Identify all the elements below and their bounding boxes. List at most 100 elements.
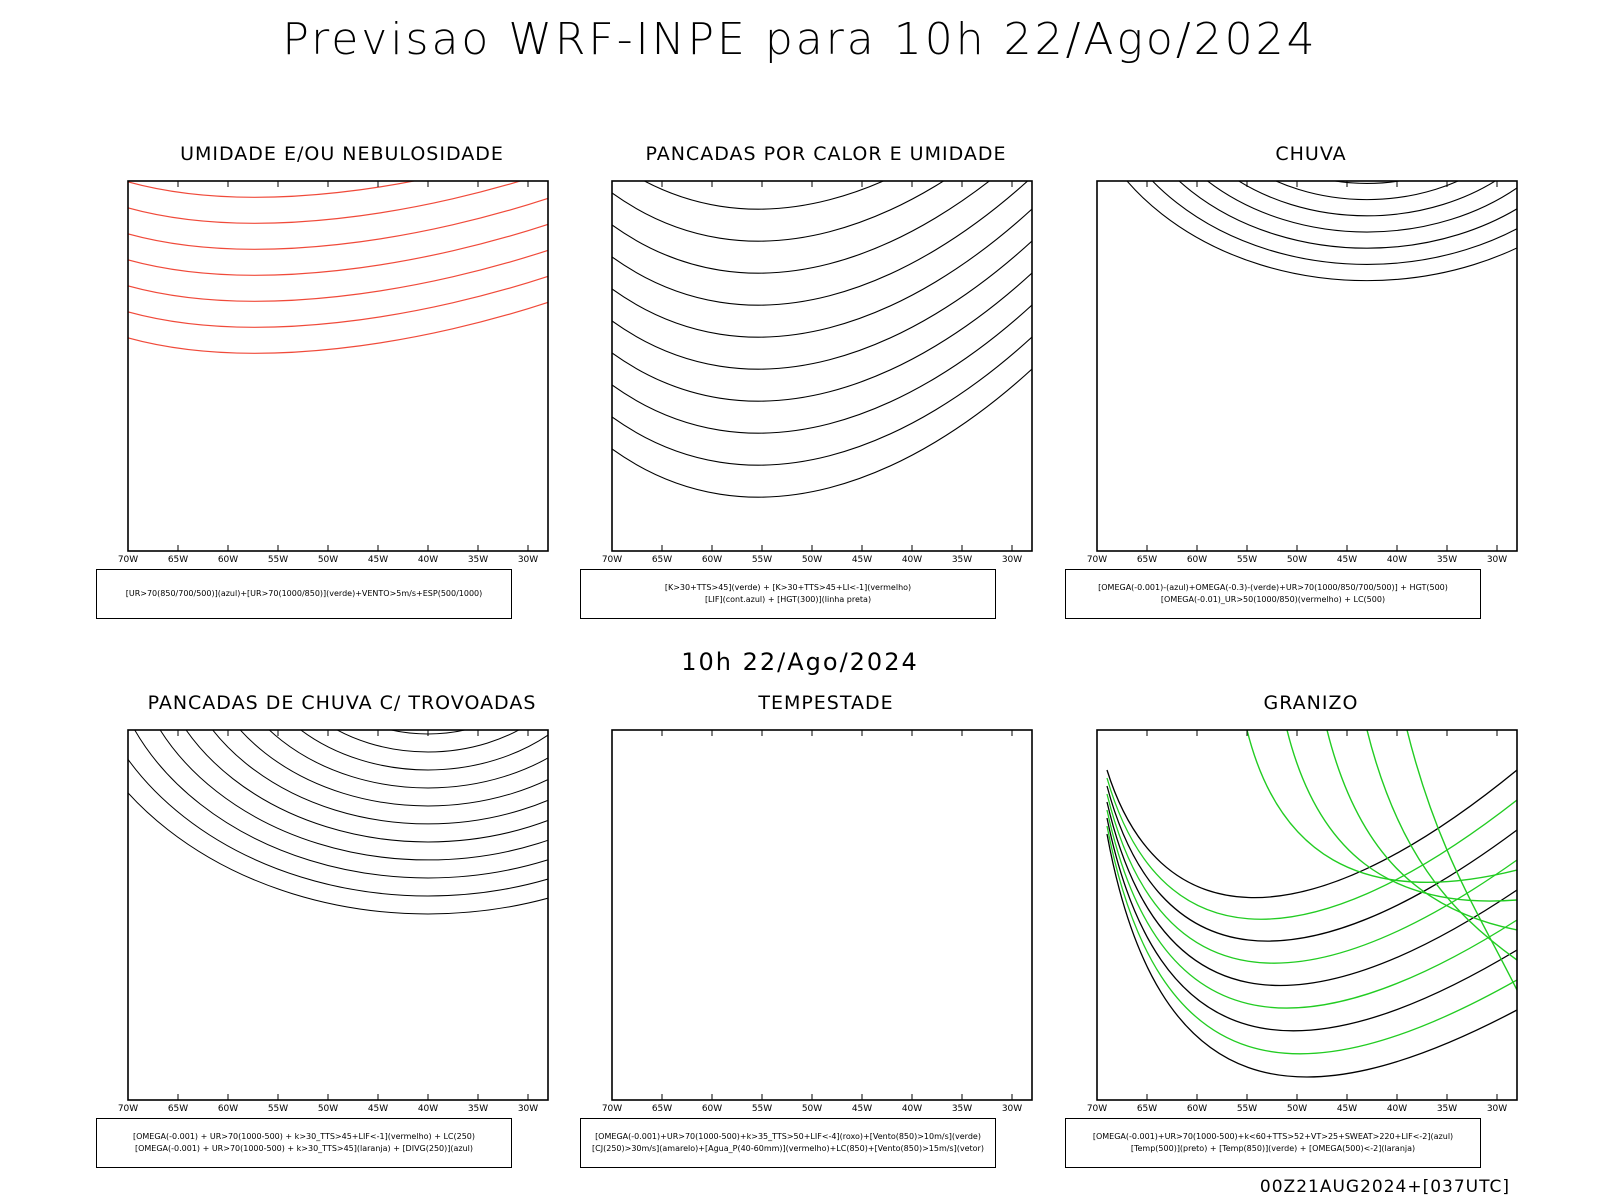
lon-tick-label: 30W: [518, 1104, 538, 1114]
map-frame: 12S15S18S21S24S27S30S33S36S39S42S70W65W6…: [1087, 180, 1518, 565]
legend-line: [OMEGA(-0.001)+UR>70(1000-500)+k<60+TTS>…: [1092, 1132, 1454, 1141]
legend-chuva: [OMEGA(-0.001)-(azul)+OMEGA(-0.3)-(verde…: [1065, 569, 1481, 619]
lon-tick-label: 45W: [368, 555, 388, 565]
lon-tick-label: 30W: [1487, 555, 1507, 565]
lon-tick-label: 60W: [702, 1104, 722, 1114]
legend-line: [OMEGA(-0.01)_UR>50(1000/850)(vermelho) …: [1160, 595, 1386, 604]
lon-tick-label: 55W: [268, 1104, 288, 1114]
lon-tick-label: 35W: [952, 555, 972, 565]
lon-tick-label: 55W: [752, 555, 772, 565]
hgt500-contours: [1126, 181, 1517, 282]
lon-tick-label: 65W: [1137, 555, 1157, 565]
lon-tick-label: 60W: [1187, 1104, 1207, 1114]
lon-tick-label: 70W: [118, 555, 138, 565]
lon-tick-label: 45W: [368, 1104, 388, 1114]
run-timestamp: 00Z21AUG2024+[037UTC]: [1259, 1177, 1510, 1197]
lon-tick-label: 55W: [1237, 555, 1257, 565]
lon-tick-label: 50W: [802, 555, 822, 565]
legend-line: [K>30+TTS>45](verde) + [K>30+TTS>45+LI<-…: [664, 583, 912, 592]
map-content: 1012101210161020102010241028102010161012…: [128, 181, 548, 551]
lon-tick-label: 30W: [1002, 555, 1022, 565]
political-boundaries: [1410, 181, 1412, 182]
lon-tick-label: 60W: [702, 555, 722, 565]
panel-pancadas-calor: PANCADAS POR CALOR E UMIDADE 96809680968…: [576, 143, 1076, 653]
lon-tick-label: 60W: [1187, 555, 1207, 565]
hgt300-contours: [612, 181, 1032, 498]
lon-tick-label: 55W: [268, 555, 288, 565]
legend-line: [OMEGA(-0.001)+UR>70(1000-500)+k>35_TTS>…: [595, 1132, 981, 1141]
panel-title: TEMPESTADE: [758, 692, 894, 714]
legend-line: [OMEGA(-0.001)-(azul)+OMEGA(-0.3)-(verde…: [1098, 583, 1448, 592]
map-frame: 12S15S18S21S24S27S30S33S36S39S42S70W65W6…: [602, 180, 1033, 565]
map-content: [612, 730, 1032, 1100]
panel-chuva: CHUVA 5885855825795765735705675645615585…: [1061, 143, 1561, 653]
lon-tick-label: 50W: [1287, 555, 1307, 565]
lon-tick-label: 40W: [418, 555, 438, 565]
lon-tick-label: 30W: [518, 555, 538, 565]
political-boundaries: [441, 730, 443, 731]
panel-title: PANCADAS DE CHUVA C/ TROVOADAS: [147, 692, 537, 714]
contour-label: 9600: [922, 173, 942, 174]
lon-tick-label: 65W: [652, 555, 672, 565]
map-content: -3-6-12-12-15-18-21-12-15-18-21-24-15: [1097, 730, 1517, 1100]
lon-tick-label: 30W: [1002, 1104, 1022, 1114]
legend-line: [UR>70(850/700/500)](azul)+[UR>70(1000/8…: [125, 589, 483, 598]
lon-tick-label: 40W: [1387, 555, 1407, 565]
legend-pancadas-calor: [K>30+TTS>45](verde) + [K>30+TTS>45+LI<-…: [580, 569, 996, 619]
legend-line: [LIF](cont.azul) + [HGT(300)](linha pret…: [704, 595, 872, 604]
lon-tick-label: 60W: [218, 555, 238, 565]
map-frame: 12S15S18S21S24S27S30S33S36S39S42S70W65W6…: [118, 729, 549, 1114]
political-boundaries: [925, 181, 927, 182]
forecast-time: 10h 22/Ago/2024: [681, 648, 919, 676]
map-trovoadas: 12S15S18S21S24S27S30S33S36S39S42S70W65W6…: [118, 729, 549, 1114]
lon-tick-label: 35W: [1437, 1104, 1457, 1114]
streamlines-250: [128, 730, 548, 915]
lon-tick-label: 40W: [418, 1104, 438, 1114]
lon-tick-label: 40W: [902, 555, 922, 565]
political-boundaries: [1410, 730, 1412, 731]
humidity-fields: [128, 181, 548, 354]
map-frame: 12S15S18S21S24S27S30S33S36S39S42S70W65W6…: [602, 729, 1033, 1114]
legend-trovoadas: [OMEGA(-0.001) + UR>70(1000-500) + k>30_…: [96, 1118, 512, 1168]
lon-tick-label: 35W: [468, 555, 488, 565]
lon-tick-label: 35W: [1437, 555, 1457, 565]
lon-tick-label: 50W: [318, 555, 338, 565]
lon-tick-label: 70W: [602, 1104, 622, 1114]
panel-title: PANCADAS POR CALOR E UMIDADE: [645, 143, 1007, 165]
lon-tick-label: 45W: [852, 1104, 872, 1114]
lon-tick-label: 45W: [1337, 1104, 1357, 1114]
political-boundaries: [441, 181, 443, 182]
map-umidade: 1012101210161020102010241028102010161012…: [118, 180, 549, 565]
map-chuva: 5885855825795765735705675645615585555525…: [1087, 180, 1518, 565]
legend-line: [OMEGA(-0.001) + UR>70(1000-500) + k>30_…: [132, 1132, 476, 1141]
lon-tick-label: 55W: [1237, 1104, 1257, 1114]
lon-tick-label: 70W: [602, 555, 622, 565]
panel-tempestade: TEMPESTADE 12S15S18S21S24S27S30S33S36S39…: [576, 692, 1076, 1202]
panel-title: UMIDADE E/OU NEBULOSIDADE: [180, 143, 504, 165]
lon-tick-label: 65W: [652, 1104, 672, 1114]
lon-tick-label: 40W: [902, 1104, 922, 1114]
map-content: 9680968096809680960095209440936092809200…: [612, 173, 1032, 551]
map-tempestade: 12S15S18S21S24S27S30S33S36S39S42S70W65W6…: [602, 729, 1033, 1114]
lon-tick-label: 45W: [1337, 555, 1357, 565]
lon-tick-label: 70W: [118, 1104, 138, 1114]
legend-granizo: [OMEGA(-0.001)+UR>70(1000-500)+k<60+TTS>…: [1065, 1118, 1481, 1168]
contour-labels: 9680968096809680960095209440936092809200…: [632, 173, 942, 174]
legend-line: [CJ(250)>30m/s](amarelo)+[Agua_P(40-60mm…: [592, 1144, 984, 1153]
panel-granizo: GRANIZO -3-6-12-12-15-18-21-12-15-18-21-…: [1061, 692, 1561, 1202]
lon-tick-label: 70W: [1087, 1104, 1107, 1114]
page-title: Previsao WRF-INPE para 10h 22/Ago/2024: [282, 14, 1318, 65]
legend-line: [Temp(500)](preto) + [Temp(850)](verde) …: [1130, 1144, 1416, 1153]
lon-tick-label: 50W: [802, 1104, 822, 1114]
panel-title: GRANIZO: [1263, 692, 1359, 714]
lon-tick-label: 65W: [168, 555, 188, 565]
panel-umidade: UMIDADE E/OU NEBULOSIDADE 10121012101610…: [92, 143, 592, 653]
map-content: [128, 730, 548, 1100]
panel-trovoadas: PANCADAS DE CHUVA C/ TROVOADAS 12S15S18S…: [92, 692, 592, 1202]
map-pancadas-calor: 9680968096809680960095209440936092809200…: [602, 173, 1033, 565]
temp-contours: [1106, 730, 1517, 1078]
lon-tick-label: 35W: [468, 1104, 488, 1114]
legend-tempestade: [OMEGA(-0.001)+UR>70(1000-500)+k>35_TTS>…: [580, 1118, 996, 1168]
lon-tick-label: 30W: [1487, 1104, 1507, 1114]
lon-tick-label: 55W: [752, 1104, 772, 1114]
